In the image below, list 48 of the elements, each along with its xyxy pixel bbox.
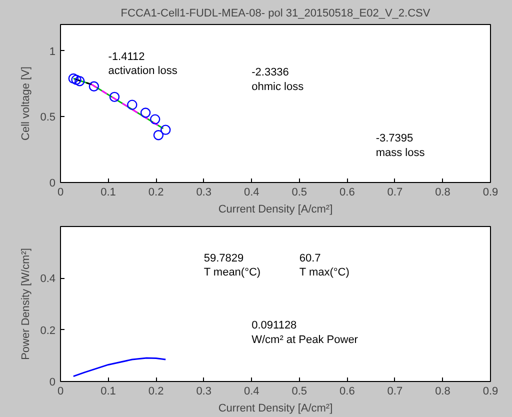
annotation: -2.3336 ohmic loss (252, 66, 304, 94)
point (127, 100, 138, 110)
line-series (72, 357, 166, 378)
x-tick-label: 0.5 (292, 386, 308, 398)
x-tick-label: 0.1 (100, 186, 116, 198)
y-tick-label: 0 (49, 376, 56, 388)
annotation: -1.4112 activation loss (108, 50, 178, 78)
point (68, 73, 78, 84)
x-tick-label: 0.9 (482, 386, 498, 398)
y-axis-title: Cell voltage [V] (20, 66, 32, 140)
x-tick-label: 0.6 (340, 186, 355, 198)
x-tick-label: 0.9 (482, 186, 498, 198)
x-tick-label: 0.3 (196, 386, 212, 398)
point (74, 76, 85, 86)
y-tick-label: 0.2 (40, 324, 56, 337)
point (109, 92, 120, 102)
annotation: 59.7829 T mean(°C) (204, 252, 261, 279)
x-tick-label: 0.7 (387, 186, 403, 198)
point (150, 114, 160, 124)
point (160, 124, 171, 135)
chart-title: FCCA1-Cell1-FUDL-MEA-08- pol 31_20150518_E02_V_2.CSV (120, 8, 431, 20)
x-tick-label: 0 (57, 186, 64, 198)
x-tick-label: 0.2 (148, 386, 164, 398)
annotation: 0.091128 W/cm² at Peak Power (252, 320, 358, 346)
x-axis-title: Current Density [A/cm²] (218, 204, 333, 216)
point (71, 74, 82, 85)
annotation: 60.7 T max(°C) (299, 252, 350, 279)
x-tick-label: 0.8 (435, 186, 450, 198)
x-tick-label: 0 (57, 386, 64, 398)
y-tick-label: 0.5 (40, 112, 56, 124)
annotation: -3.7395 mass loss (376, 132, 426, 159)
x-tick-label: 0.2 (148, 186, 164, 198)
x-tick-label: 0.6 (340, 386, 355, 398)
point (140, 108, 151, 118)
x-tick-label: 0.3 (196, 186, 212, 198)
x-tick-label: 0.7 (387, 386, 403, 398)
x-tick-label: 0.4 (244, 386, 260, 398)
x-axis-title: Current Density [A/cm²] (218, 402, 333, 414)
x-tick-label: 0.5 (292, 186, 308, 198)
y-tick-label: 1 (49, 46, 56, 58)
y-axis-title: Power Density [W/cm²] (20, 248, 32, 360)
y-tick-label: 0 (49, 178, 56, 190)
x-tick-label: 0.8 (435, 386, 450, 398)
point (88, 81, 100, 92)
x-tick-label: 0.4 (244, 186, 260, 198)
x-tick-label: 0.1 (100, 386, 116, 398)
y-tick-label: 0.4 (40, 273, 56, 286)
point (153, 130, 164, 140)
